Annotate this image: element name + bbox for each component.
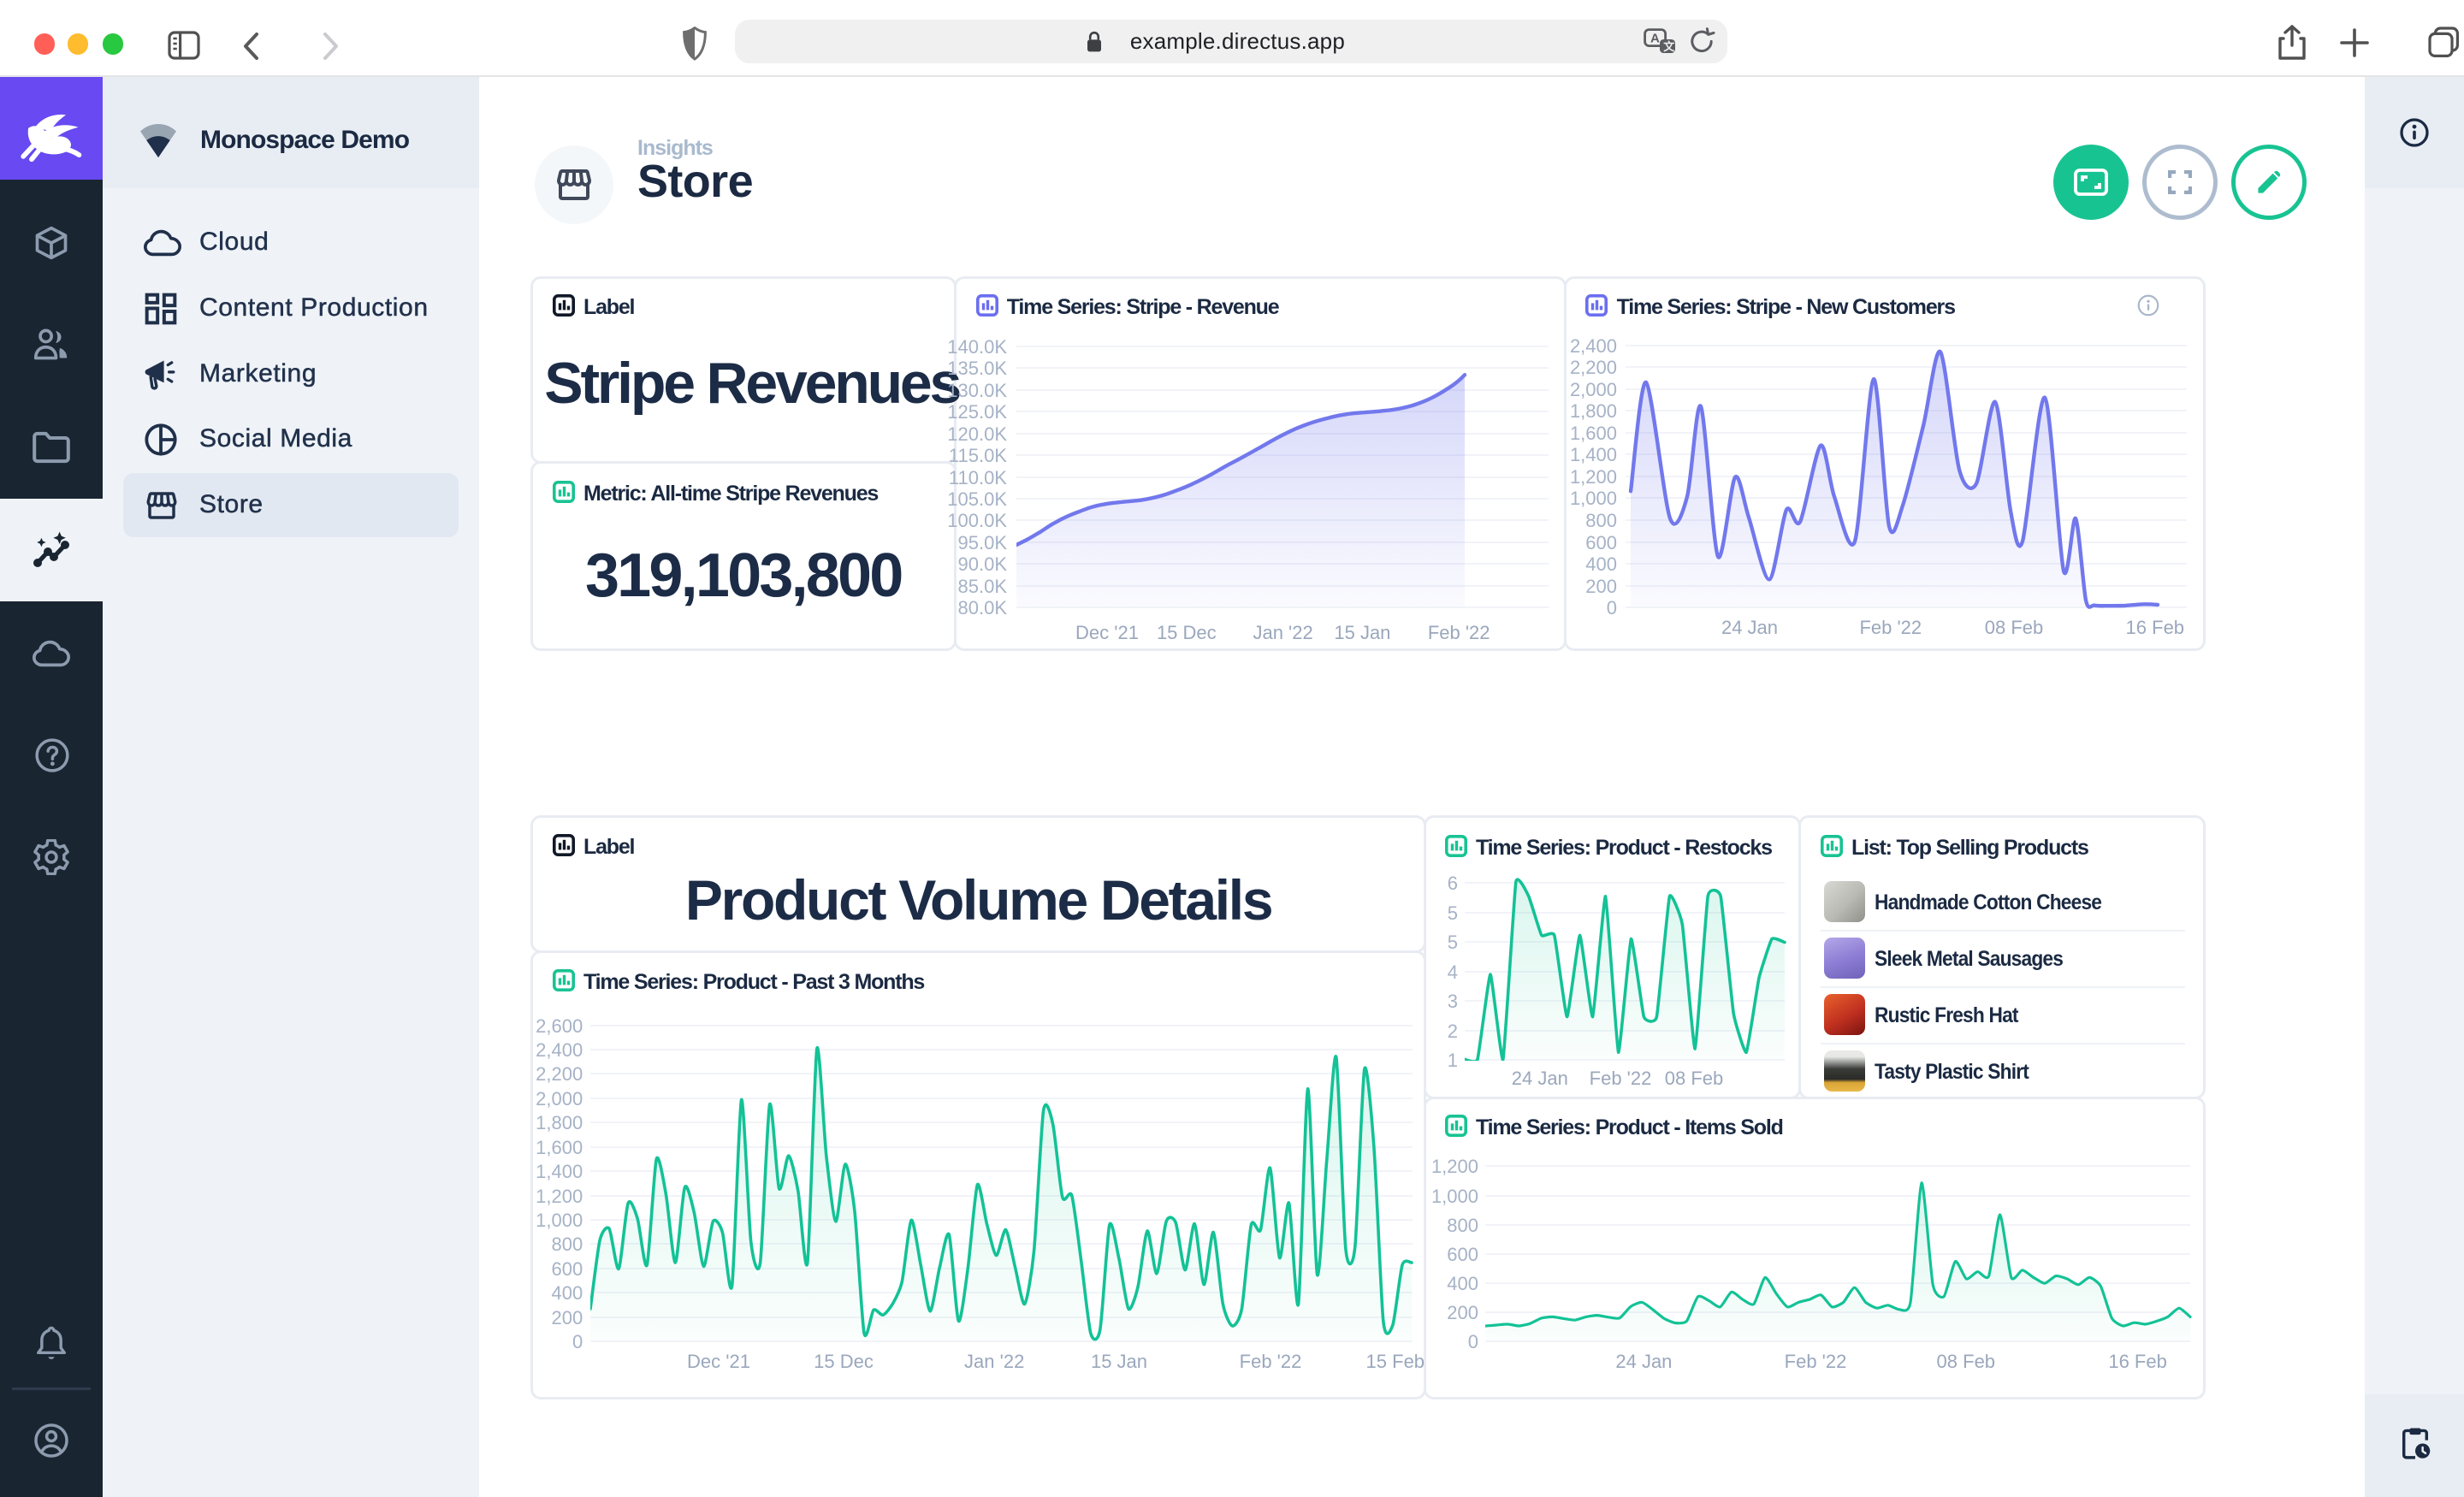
- svg-text:A: A: [1650, 32, 1660, 46]
- svg-text:文: 文: [1663, 40, 1675, 53]
